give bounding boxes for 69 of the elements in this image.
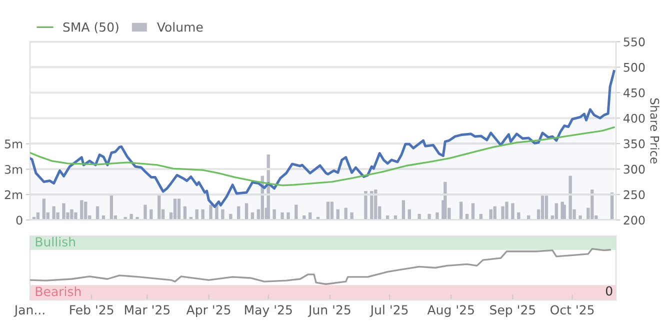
legend-label: Volume: [157, 22, 203, 32]
y2-axis-title: Share Price: [650, 98, 660, 164]
bar: [244, 203, 248, 220]
bar: [402, 200, 406, 220]
bar: [272, 209, 276, 220]
y-tick-label: 0: [16, 216, 22, 225]
bar: [294, 204, 298, 220]
bar: [177, 198, 181, 220]
bar: [150, 209, 153, 220]
x-tick-label: Sep '25: [490, 305, 536, 317]
bar: [221, 209, 224, 220]
y-tick-label: 3m: [4, 164, 22, 174]
bar: [511, 203, 514, 220]
bar: [52, 206, 56, 220]
band-label: Bearish: [36, 286, 81, 296]
bar: [280, 212, 284, 220]
bar: [568, 176, 572, 220]
annotation: 0: [606, 286, 612, 296]
bar: [144, 204, 147, 220]
bar: [330, 202, 334, 220]
y2-tick-label: 300: [624, 164, 645, 174]
y2-tick-label: 550: [624, 37, 645, 46]
y2-tick-label: 500: [624, 62, 645, 72]
bar: [364, 191, 368, 220]
y-tick-label: 5m: [4, 140, 22, 148]
bar: [201, 209, 204, 220]
bar: [173, 198, 177, 220]
bar: [459, 202, 463, 220]
bar: [590, 190, 594, 220]
y-tick-label: 2m: [4, 190, 22, 200]
bar: [80, 200, 84, 220]
bar: [370, 191, 374, 220]
bar: [428, 214, 431, 220]
x-tick-label: May '25: [245, 305, 292, 317]
bar: [286, 212, 290, 220]
bar: [436, 212, 439, 220]
legend-label: SMA (50): [63, 22, 118, 34]
bar: [444, 182, 447, 220]
bar: [62, 203, 66, 220]
x-tick-label: Apr '25: [186, 305, 230, 317]
bar: [540, 196, 544, 220]
bar: [471, 203, 475, 220]
bar: [493, 206, 496, 220]
x-tick-label: Aug '25: [427, 305, 474, 317]
bar: [544, 196, 548, 220]
bar: [70, 209, 74, 220]
bar: [554, 203, 558, 220]
y2-tick-label: 200: [624, 216, 645, 225]
bar: [505, 202, 508, 220]
x-tick-label: Jul '25: [370, 304, 408, 317]
bar: [74, 212, 78, 220]
x-tick-label: Jun '25: [308, 305, 350, 317]
y2-tick-label: 400: [624, 114, 645, 123]
bar: [326, 202, 330, 220]
x-tick-label: Feb '25: [70, 304, 114, 315]
x-tick-label: Jan...: [14, 305, 44, 317]
bar: [350, 212, 354, 220]
bar: [517, 212, 520, 220]
x-tick-label: Mar '25: [124, 305, 170, 315]
y2-tick-label: 350: [624, 139, 645, 148]
bar: [209, 204, 212, 220]
line-series: [30, 126, 615, 186]
bar: [42, 198, 46, 220]
y2-tick-label: 250: [624, 190, 645, 200]
band-label: Bullish: [36, 236, 75, 247]
bar: [130, 214, 133, 220]
x-tick-label: Oct '25: [550, 305, 594, 315]
bar: [84, 202, 88, 220]
y2-tick-label: 450: [624, 88, 645, 98]
